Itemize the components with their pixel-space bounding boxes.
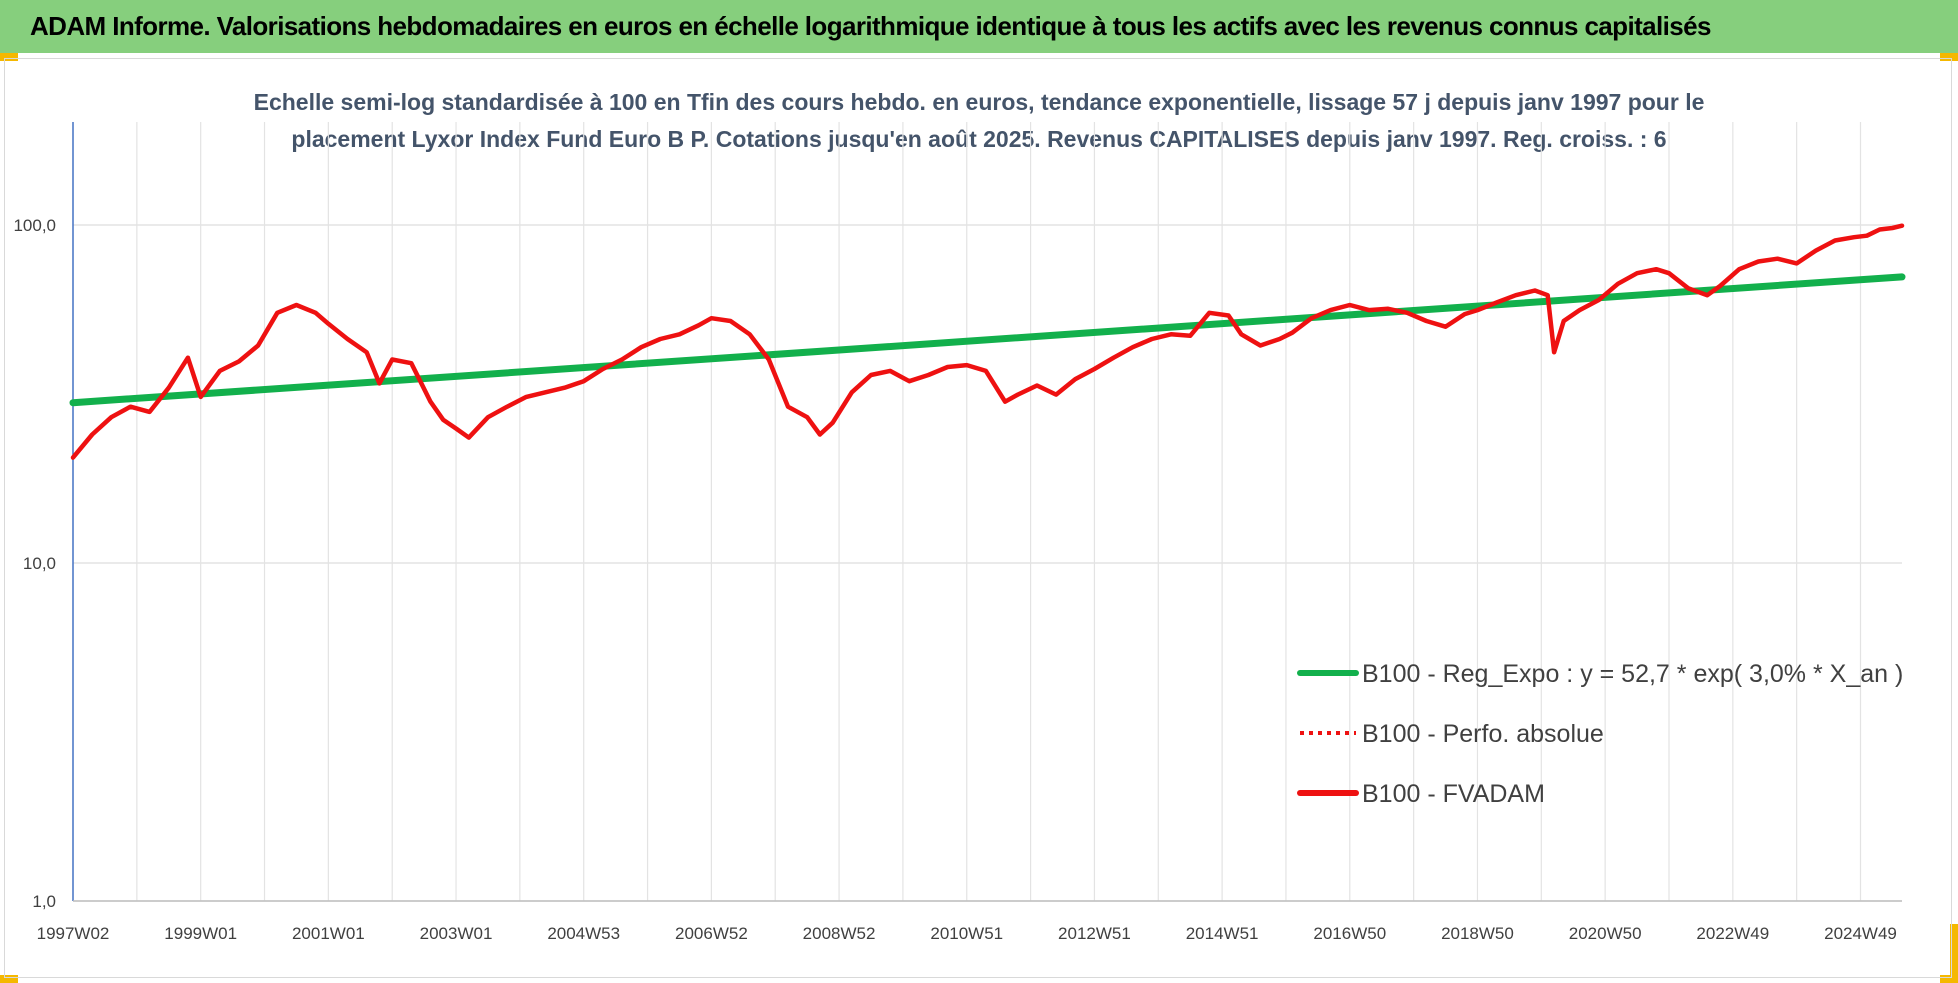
y-tick-label-1: 10,0 bbox=[23, 554, 56, 573]
chart-subtitle-line-1: Echelle semi-log standardisée à 100 en T… bbox=[254, 89, 1705, 115]
corner-marker-bottom-left bbox=[0, 975, 18, 983]
gridlines bbox=[73, 122, 1902, 902]
y-tick-label-2: 1,0 bbox=[32, 892, 56, 911]
x-tick-label-4: 2004W53 bbox=[547, 924, 620, 943]
x-tick-label-7: 2010W51 bbox=[930, 924, 1003, 943]
corner-marker-bottom-right-foot bbox=[1940, 975, 1958, 983]
x-tick-label-0: 1997W02 bbox=[37, 924, 110, 943]
x-tick-label-14: 2024W49 bbox=[1824, 924, 1897, 943]
x-tick-label-2: 2001W01 bbox=[292, 924, 365, 943]
x-tick-label-8: 2012W51 bbox=[1058, 924, 1131, 943]
x-tick-label-1: 1999W01 bbox=[164, 924, 237, 943]
legend-label-0: B100 - Reg_Expo : y = 52,7 * exp( 3,0% *… bbox=[1362, 660, 1903, 688]
legend-label-2: B100 - FVADAM bbox=[1362, 780, 1545, 808]
series-line-2 bbox=[70, 223, 1905, 460]
x-tick-label-3: 2003W01 bbox=[420, 924, 493, 943]
corner-marker-bottom-right bbox=[1950, 924, 1958, 979]
chart-banner-title: ADAM Informe. Valorisations hebdomadaire… bbox=[0, 0, 1958, 53]
x-tick-label-5: 2006W52 bbox=[675, 924, 748, 943]
x-tick-label-13: 2022W49 bbox=[1696, 924, 1769, 943]
x-tick-label-10: 2016W50 bbox=[1313, 924, 1386, 943]
corner-marker-top-left bbox=[0, 53, 18, 61]
series-lines bbox=[69, 223, 1906, 460]
x-tick-label-9: 2014W51 bbox=[1186, 924, 1259, 943]
corner-marker-top-right bbox=[1940, 53, 1958, 61]
x-tick-label-6: 2008W52 bbox=[803, 924, 876, 943]
legend-label-1: B100 - Perfo. absolue bbox=[1362, 720, 1604, 748]
chart-subtitle-line-2: placement Lyxor Index Fund Euro B P. Cot… bbox=[291, 126, 1666, 152]
chart-frame bbox=[4, 58, 1952, 978]
x-tick-label-11: 2018W50 bbox=[1441, 924, 1514, 943]
axes bbox=[72, 122, 1902, 902]
tick-labels: 100,0 10,0 1,0 1997W02 1999W01 2001W01 2003W01… bbox=[13, 216, 1896, 943]
legend: B100 - Reg_Expo : y = 52,7 * exp( 3,0% *… bbox=[1297, 660, 1903, 808]
x-tick-label-12: 2020W50 bbox=[1569, 924, 1642, 943]
y-tick-label-0: 100,0 bbox=[13, 216, 56, 235]
